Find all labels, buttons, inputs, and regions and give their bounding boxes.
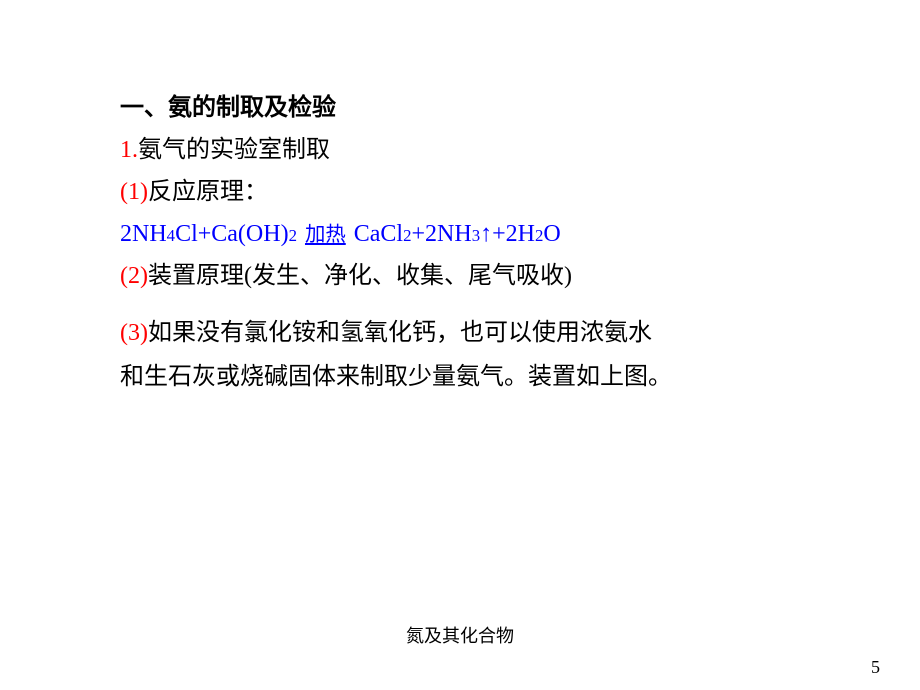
chemical-equation: 2NH4Cl+Ca(OH)2 加热 CaCl2+2NH3↑+2H2O [120,216,800,252]
point-2-text: 装置原理(发生、净化、收集、尾气吸收) [148,263,572,289]
eq-product-3: ↑+2H [480,216,535,252]
point-3-line1: (3)如果没有氯化铵和氢氧化钙，也可以使用浓氨水 [120,314,800,352]
point-3-number: (3) [120,320,148,346]
eq-product-2: +2NH [412,216,472,252]
point-1-label: 反应原理： [148,179,268,205]
section-heading: 一、氨的制取及检验 [120,90,800,126]
point-3-line2: 和生石灰或烧碱固体来制取少量氨气。装置如上图。 [120,358,800,396]
eq-sub-3: 2 [403,223,411,248]
eq-sub-2: 2 [289,223,297,248]
point-3-text-1: 如果没有氯化铵和氢氧化钙，也可以使用浓氨水 [148,320,652,346]
eq-condition: 加热 [305,220,346,251]
eq-sub-5: 2 [535,223,543,248]
point-2-number: (2) [120,263,148,289]
point-1-number: (1) [120,179,148,205]
item-1-text: 氨气的实验室制取 [138,137,330,163]
eq-product-1: CaCl [354,216,403,252]
eq-sub-4: 3 [472,223,480,248]
slide-content: 一、氨的制取及检验 1.氨气的实验室制取 (1)反应原理： 2NH4Cl+Ca(… [0,0,920,397]
page-number: 5 [871,657,880,678]
item-1-number: 1. [120,137,138,163]
item-1: 1.氨气的实验室制取 [120,132,800,168]
point-2: (2)装置原理(发生、净化、收集、尾气吸收) [120,258,800,294]
point-1: (1)反应原理： [120,174,800,210]
slide-footer: 氮及其化合物 [0,622,920,648]
eq-product-4: O [543,216,560,252]
eq-reactant-1b: Cl+Ca(OH) [175,216,289,252]
eq-sub-1: 4 [167,223,175,248]
eq-reactant-1a: 2NH [120,216,167,252]
